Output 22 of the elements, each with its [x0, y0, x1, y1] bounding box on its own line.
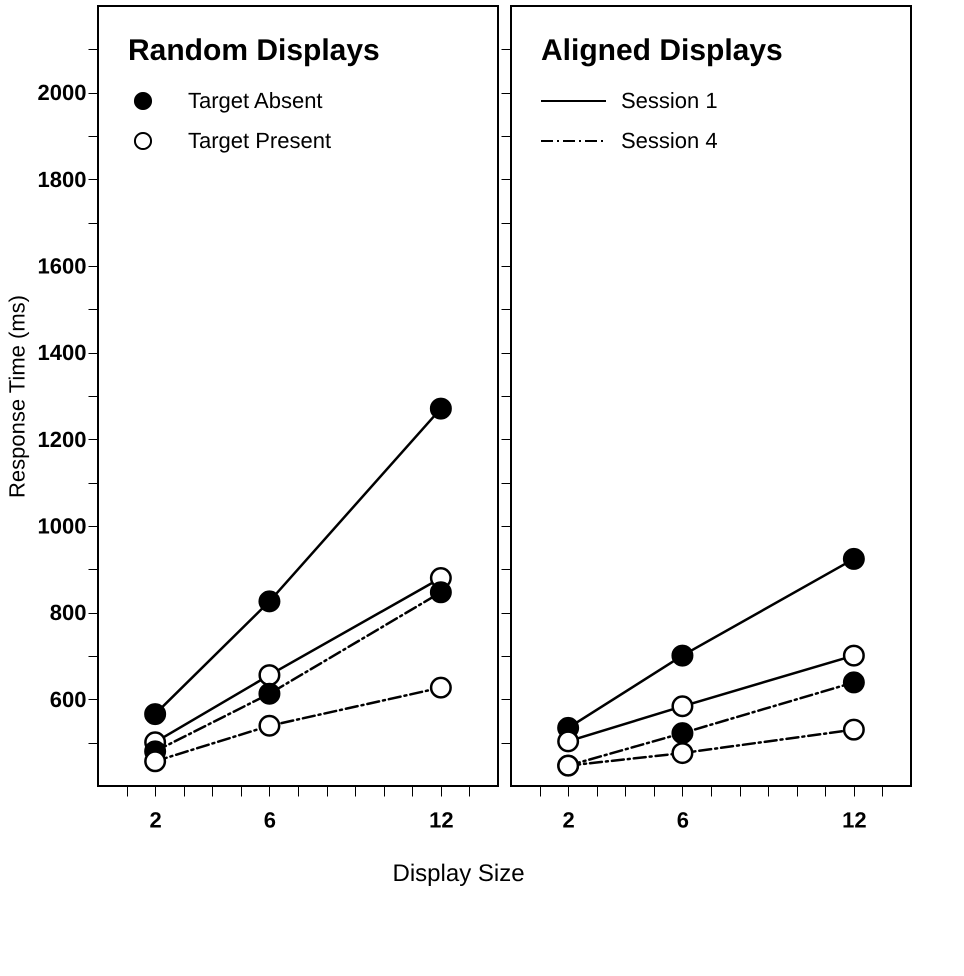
- x-tick-label: 6: [264, 808, 276, 832]
- text: Aligned Displays: [541, 34, 783, 67]
- y-tick-label: 1800: [38, 166, 86, 192]
- y-tick-label: 2000: [38, 80, 86, 106]
- y-tick-label: 800: [50, 600, 86, 626]
- y-tick-label: 1200: [38, 426, 86, 452]
- x-tick-label: 6: [676, 808, 690, 832]
- y-tick-label: 1000: [38, 514, 86, 538]
- x-tick-label: 12: [842, 808, 867, 832]
- y-tick-label: 600: [50, 686, 86, 712]
- x-tick-label: 2: [150, 808, 162, 832]
- y-axis-title: Response Time (ms): [4, 295, 30, 498]
- legend-label: Target Absent: [188, 88, 323, 113]
- x-axis-title: Display Size: [392, 860, 525, 887]
- x-tick-label: 12: [429, 808, 454, 832]
- y-tick-label: 1400: [38, 340, 86, 366]
- legend-label: Session 1: [621, 88, 718, 113]
- legend-label: Target Present: [188, 128, 332, 153]
- x-tick-label: 2: [562, 808, 575, 832]
- text: Random Displays: [128, 34, 380, 67]
- y-tick-label: 1600: [38, 254, 86, 278]
- legend-label: Session 4: [621, 128, 718, 153]
